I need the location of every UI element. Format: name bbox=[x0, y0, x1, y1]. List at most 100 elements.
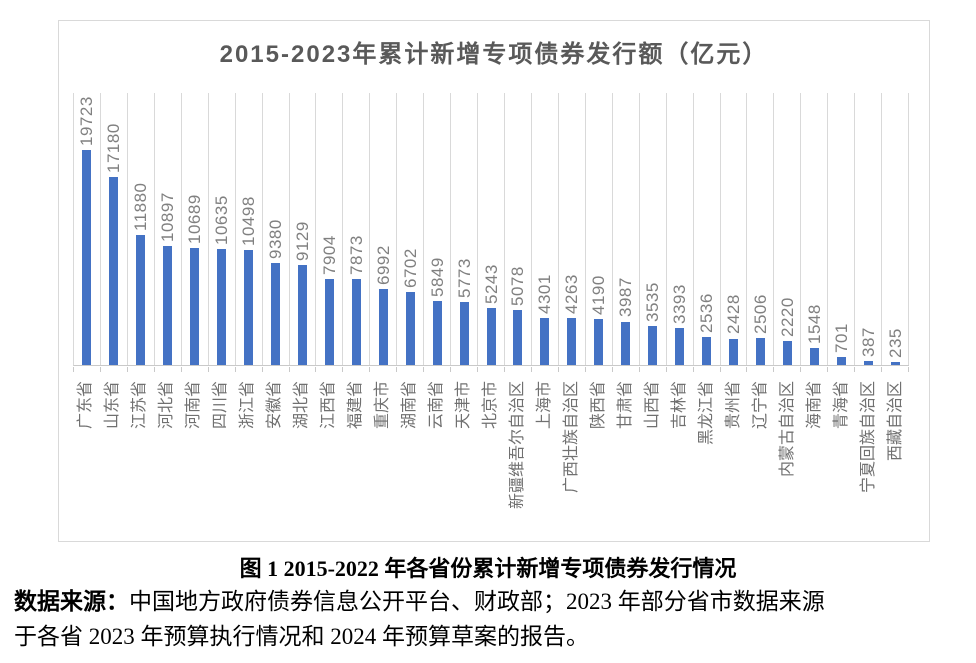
category-cell: 湖北省 bbox=[289, 374, 316, 536]
axis-tick bbox=[263, 367, 290, 372]
category-cell: 山西省 bbox=[639, 374, 666, 536]
bar-cell: 10498 bbox=[236, 93, 263, 365]
category-label: 辽宁省 bbox=[751, 381, 769, 430]
axis-tick bbox=[397, 367, 425, 372]
category-axis-labels: 广东省 山东省 江苏省 河北省 河南省 四川省 浙江省 安徽省 湖北省 江西省 福建省 重庆市 湖南省云… bbox=[73, 374, 909, 536]
category-cell: 广东省 bbox=[73, 374, 100, 536]
bar bbox=[432, 301, 442, 365]
category-cell: 江西省 bbox=[316, 374, 343, 536]
bar bbox=[782, 340, 792, 365]
axis-tick bbox=[236, 367, 263, 372]
bar-value-label: 2428 bbox=[723, 294, 743, 335]
bar-value-label: 2506 bbox=[750, 293, 770, 334]
bar bbox=[513, 309, 523, 365]
source-note: 数据来源：中国地方政府债券信息公开平台、财政部；2023 年部分省市数据来源 于… bbox=[14, 584, 940, 654]
bar-cell: 9129 bbox=[290, 93, 317, 365]
bar-value-label: 4263 bbox=[562, 274, 582, 315]
bar bbox=[297, 265, 307, 365]
figure-caption: 图 1 2015-2022 年各省份累计新增专项债券发行情况 bbox=[239, 556, 737, 581]
bar bbox=[163, 246, 173, 365]
source-note-label: 数据来源： bbox=[14, 589, 129, 614]
axis-tick bbox=[370, 367, 398, 372]
axis-tick bbox=[101, 367, 128, 372]
bar bbox=[809, 348, 819, 365]
bar-cell: 7904 bbox=[316, 93, 344, 365]
category-label: 河南省 bbox=[185, 381, 203, 430]
category-cell: 新疆维吾尔自治区 bbox=[505, 374, 532, 536]
category-label: 湖南省 bbox=[401, 381, 419, 430]
category-cell: 内蒙古自治区 bbox=[774, 374, 801, 536]
category-cell: 陕西省 bbox=[585, 374, 612, 536]
bar bbox=[378, 288, 388, 365]
bar bbox=[405, 291, 415, 365]
bar bbox=[190, 248, 200, 365]
bar bbox=[755, 337, 765, 365]
axis-tick bbox=[640, 367, 667, 372]
bar-cell: 2220 bbox=[774, 93, 802, 365]
bar bbox=[351, 279, 361, 365]
category-label: 新疆维吾尔自治区 bbox=[508, 381, 526, 510]
category-cell: 贵州省 bbox=[720, 374, 747, 536]
axis-tick bbox=[586, 367, 613, 372]
category-cell: 黑龙江省 bbox=[693, 374, 720, 536]
bar-value-label: 3535 bbox=[643, 282, 663, 323]
category-cell: 西藏自治区 bbox=[882, 374, 909, 536]
category-cell: 江苏省 bbox=[127, 374, 154, 536]
category-cell: 甘肃省 bbox=[612, 374, 639, 536]
category-label: 北京市 bbox=[482, 381, 500, 430]
bar-value-label: 1548 bbox=[804, 304, 824, 345]
bar bbox=[890, 362, 900, 365]
bar bbox=[271, 262, 281, 365]
bar-value-label: 5243 bbox=[481, 263, 501, 304]
bar-cell: 3987 bbox=[613, 93, 640, 365]
bar-value-label: 235 bbox=[885, 328, 905, 359]
bar bbox=[621, 321, 631, 365]
bar bbox=[648, 326, 658, 365]
bar bbox=[594, 319, 604, 365]
bar bbox=[540, 318, 550, 365]
bar-cell: 6992 bbox=[370, 93, 398, 365]
category-cell: 湖南省 bbox=[397, 374, 424, 536]
axis-tick bbox=[182, 367, 209, 372]
bar-value-label: 5773 bbox=[454, 258, 474, 298]
bar-value-label: 3393 bbox=[670, 284, 690, 324]
bar-cell: 9380 bbox=[263, 93, 290, 365]
category-cell: 天津市 bbox=[451, 374, 478, 536]
category-label: 江苏省 bbox=[131, 381, 149, 430]
bar-cell: 10635 bbox=[209, 93, 236, 365]
bar-cell: 3393 bbox=[667, 93, 694, 365]
bar-cell: 4263 bbox=[559, 93, 586, 365]
axis-tick bbox=[828, 367, 856, 372]
bar bbox=[675, 327, 685, 365]
category-label: 四川省 bbox=[212, 381, 230, 430]
bar-cell: 10897 bbox=[155, 93, 182, 365]
category-label: 黑龙江省 bbox=[697, 381, 715, 446]
bar bbox=[836, 357, 846, 365]
bar-value-label: 2220 bbox=[777, 296, 797, 337]
category-label: 浙江省 bbox=[239, 381, 257, 430]
bar-cell: 2506 bbox=[747, 93, 775, 365]
category-label: 宁夏回族自治区 bbox=[859, 381, 877, 494]
category-cell: 福建省 bbox=[343, 374, 370, 536]
axis-tick bbox=[478, 367, 505, 372]
bar bbox=[486, 307, 496, 365]
bar-value-label: 6702 bbox=[400, 247, 420, 288]
category-label: 甘肃省 bbox=[616, 381, 634, 430]
category-label: 安徽省 bbox=[266, 381, 284, 430]
category-cell: 广西壮族自治区 bbox=[558, 374, 585, 536]
category-axis-ticks bbox=[73, 367, 910, 372]
axis-tick bbox=[74, 367, 101, 372]
axis-tick bbox=[667, 367, 694, 372]
bar-cell: 701 bbox=[828, 93, 856, 365]
category-label: 山东省 bbox=[104, 381, 122, 430]
category-label: 西藏自治区 bbox=[886, 381, 904, 462]
bar-value-label: 7873 bbox=[346, 235, 366, 276]
category-cell: 宁夏回族自治区 bbox=[855, 374, 882, 536]
category-label: 陕西省 bbox=[589, 381, 607, 430]
bar-chart: 2015-2023年累计新增专项债券发行额（亿元） 19723 17180 1188… bbox=[58, 20, 930, 542]
bar-value-label: 6992 bbox=[373, 244, 393, 285]
bar bbox=[244, 250, 254, 365]
category-label: 内蒙古自治区 bbox=[778, 381, 796, 478]
bar-value-label: 5078 bbox=[508, 265, 528, 306]
